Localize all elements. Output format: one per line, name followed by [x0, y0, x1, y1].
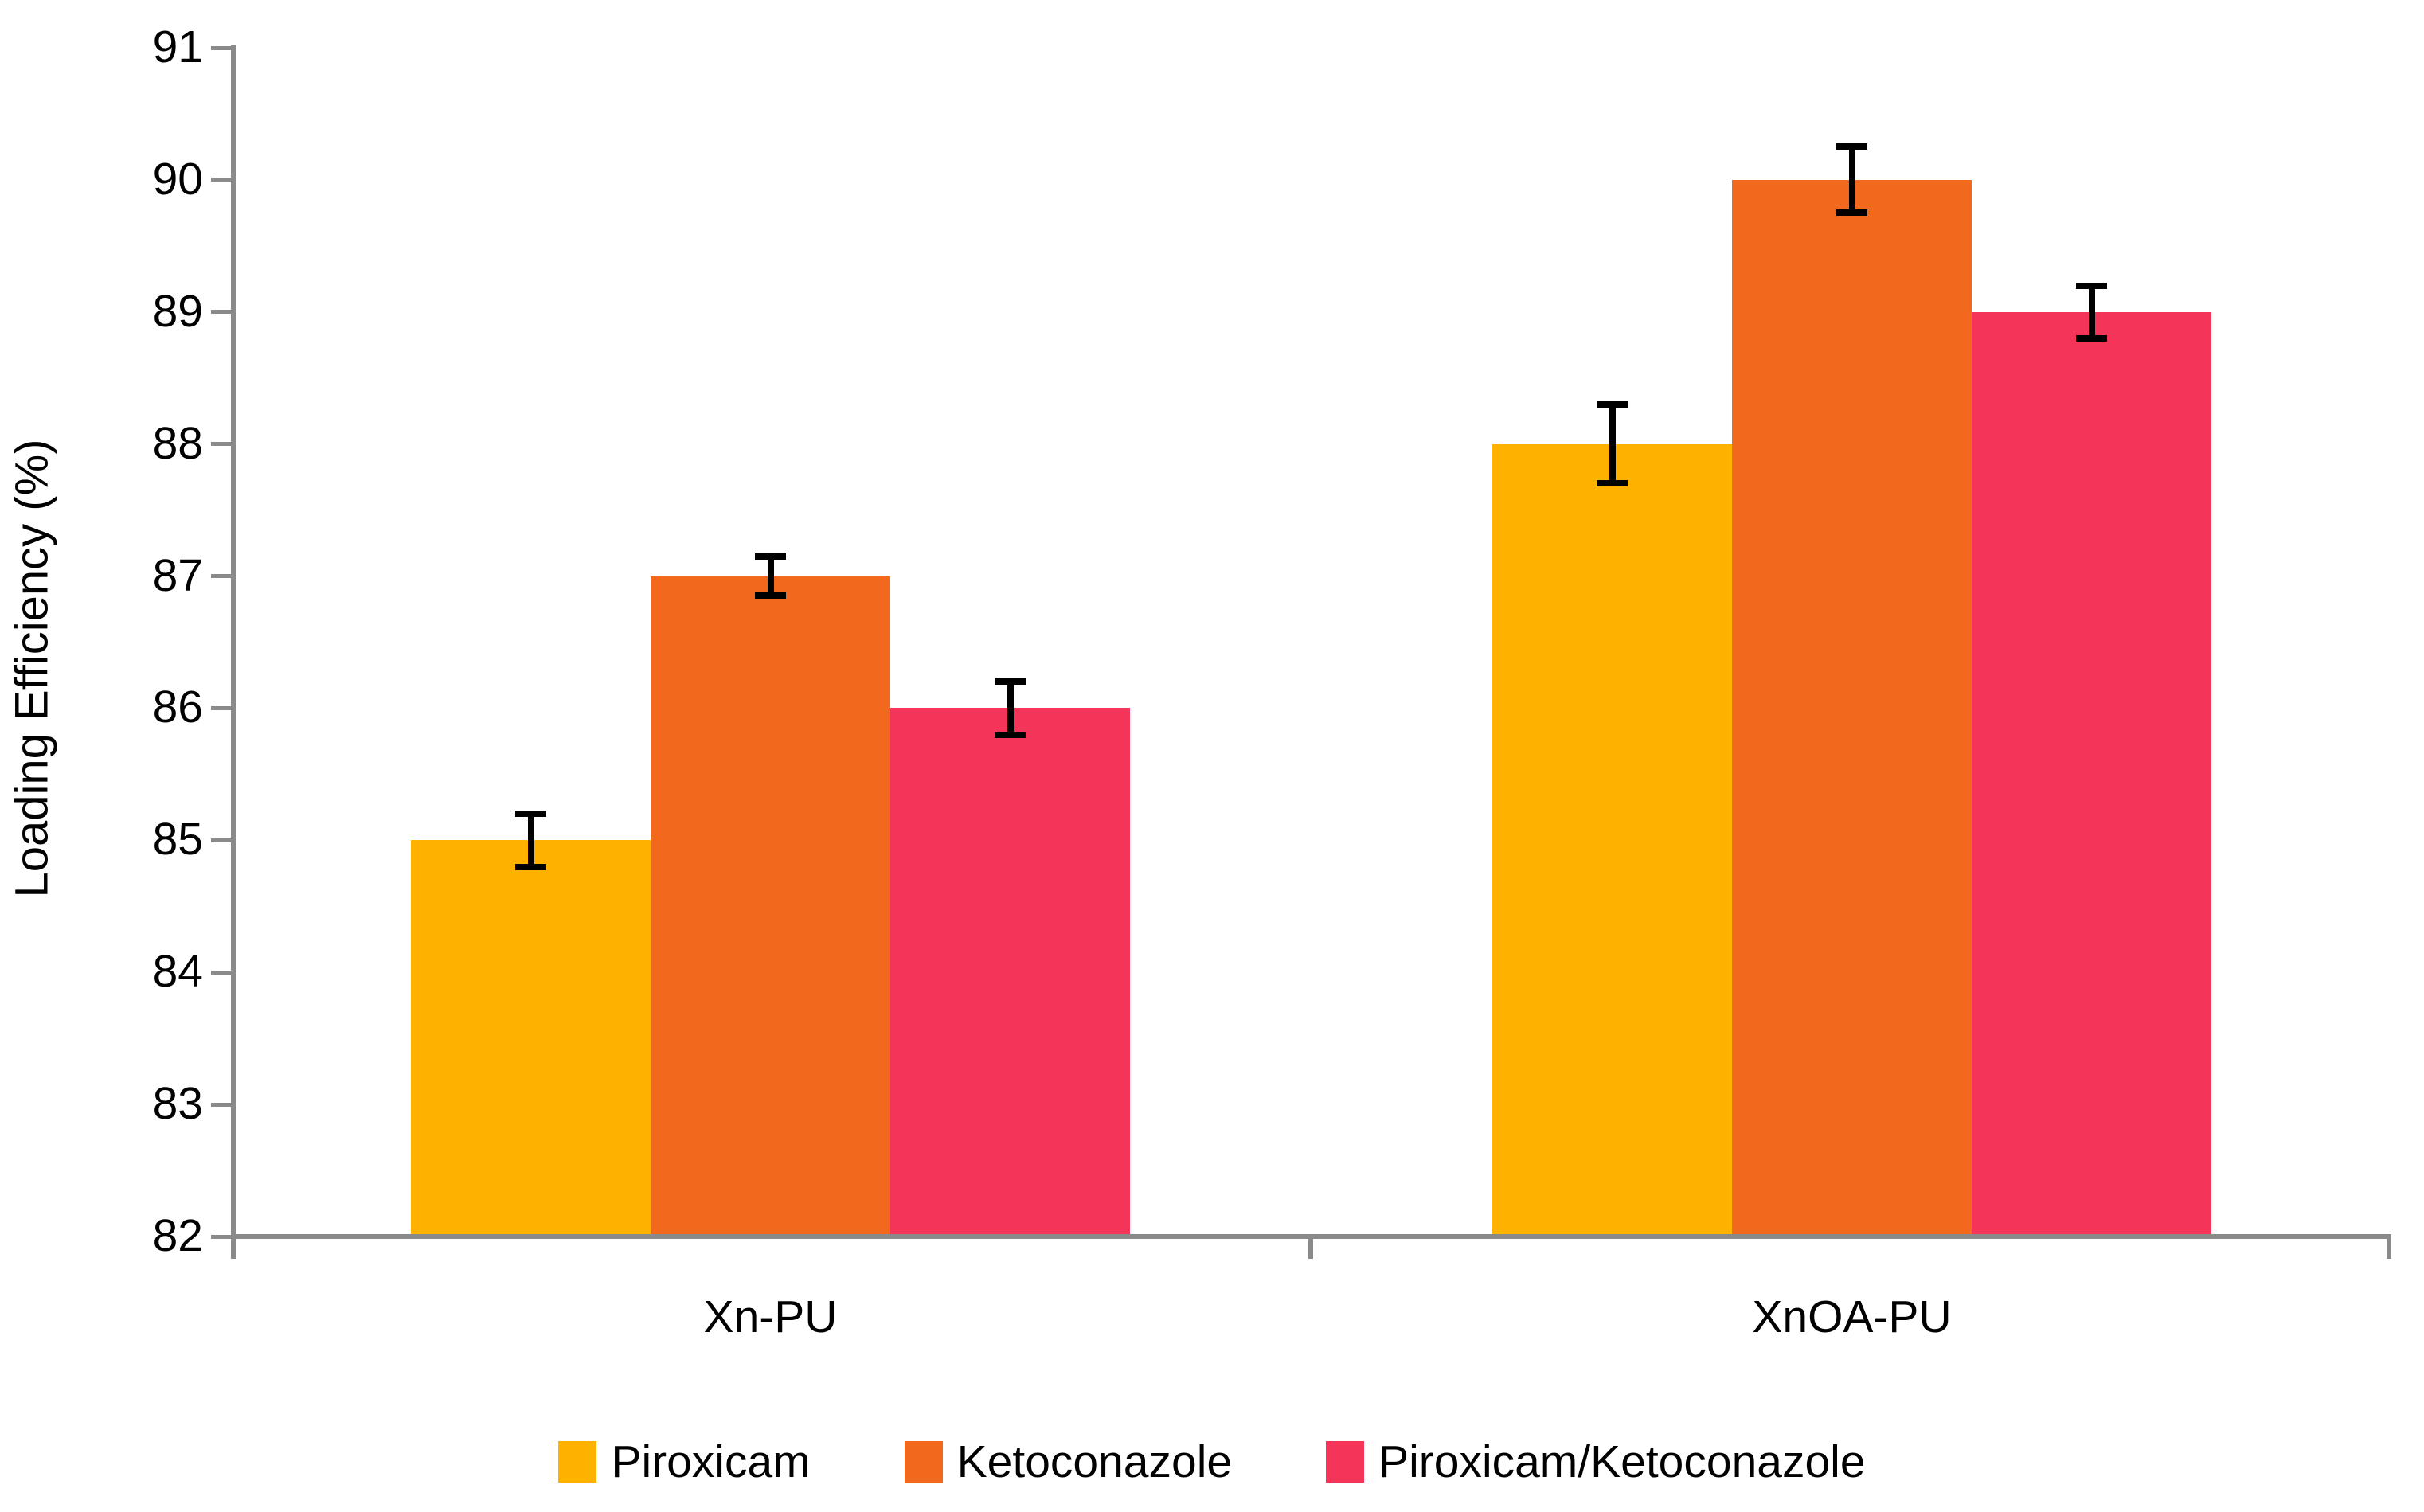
y-tick-label: 88	[152, 417, 203, 469]
legend-item-ketoconazole: Ketoconazole	[904, 1436, 1233, 1487]
error-bar-line	[527, 814, 534, 867]
legend: Piroxicam Ketoconazole Piroxicam/Ketoconaz…	[0, 1438, 2424, 1486]
y-axis-title: Loading Efficiency (%)	[6, 439, 58, 898]
legend-item-piroxicam: Piroxicam	[558, 1436, 811, 1487]
y-axis-tick	[211, 442, 236, 447]
y-tick-label: 91	[152, 21, 203, 72]
bar-ketoconazole-xnoa-pu	[1732, 179, 1972, 1234]
y-axis-tick	[211, 45, 236, 50]
legend-swatch	[1326, 1441, 1365, 1483]
error-bar-line	[2088, 285, 2095, 338]
y-axis-tick	[211, 178, 236, 182]
error-bar-cap-bottom	[995, 731, 1026, 738]
legend-label: Piroxicam/Ketoconazole	[1378, 1436, 1866, 1487]
y-tick-label: 90	[152, 153, 203, 205]
error-bar-cap-bottom	[1836, 209, 1867, 217]
y-axis-line	[231, 45, 236, 1259]
y-tick-label: 83	[152, 1078, 203, 1130]
error-bar-cap-top	[2076, 282, 2107, 289]
error-bar-line	[1848, 147, 1855, 213]
legend-swatch	[558, 1441, 597, 1483]
y-axis-tick	[211, 705, 236, 710]
x-category-label-xnoa-pu: XnOA-PU	[1752, 1291, 1952, 1342]
bar-piroxicam-xn-pu	[411, 840, 651, 1234]
y-axis-tick	[211, 310, 236, 315]
y-axis-tick	[211, 1234, 236, 1239]
error-bar-cap-top	[755, 553, 786, 560]
y-tick-label: 84	[152, 946, 203, 998]
error-bar-cap-bottom	[2076, 334, 2107, 342]
error-bar-cap-bottom	[755, 592, 786, 600]
bar-piroxicam-ketoconazole-xnoa-pu	[1972, 311, 2211, 1234]
y-tick-label: 87	[152, 549, 203, 601]
error-bar-cap-top	[1597, 400, 1628, 408]
legend-item-piroxicam-ketoconazole: Piroxicam/Ketoconazole	[1326, 1436, 1866, 1487]
legend-label: Piroxicam	[611, 1436, 811, 1487]
y-axis-tick	[211, 970, 236, 975]
legend-label: Ketoconazole	[956, 1436, 1233, 1487]
y-tick-label: 82	[152, 1210, 203, 1261]
y-axis-tick	[211, 838, 236, 842]
y-axis-tick	[211, 1102, 236, 1107]
error-bar-line	[1609, 404, 1616, 484]
y-tick-label: 86	[152, 682, 203, 733]
x-axis-separator-tick	[2387, 1234, 2391, 1259]
y-axis-tick	[211, 574, 236, 579]
error-bar-line	[1007, 682, 1014, 735]
error-bar-line	[767, 556, 774, 596]
error-bar-cap-bottom	[1597, 480, 1628, 487]
error-bar-cap-bottom	[515, 863, 546, 870]
x-category-label-xn-pu: Xn-PU	[703, 1291, 838, 1342]
bar-piroxicam-xnoa-pu	[1492, 443, 1732, 1234]
error-bar-cap-top	[515, 811, 546, 818]
error-bar-cap-top	[995, 678, 1026, 686]
y-tick-label: 89	[152, 285, 203, 337]
bar-ketoconazole-xn-pu	[651, 576, 890, 1234]
legend-swatch	[904, 1441, 943, 1483]
error-bar-cap-top	[1836, 143, 1867, 150]
y-tick-label: 85	[152, 814, 203, 865]
x-axis-separator-tick	[1308, 1234, 1313, 1259]
bar-piroxicam-ketoconazole-xn-pu	[890, 708, 1130, 1234]
